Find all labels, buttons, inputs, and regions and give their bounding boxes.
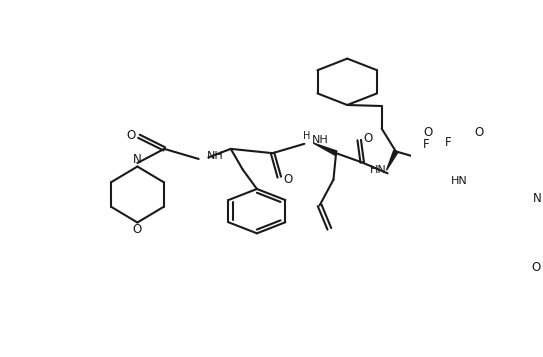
Text: O: O bbox=[474, 126, 483, 140]
Text: O: O bbox=[126, 129, 135, 141]
Text: H: H bbox=[302, 131, 310, 141]
Polygon shape bbox=[313, 143, 337, 155]
Text: O: O bbox=[531, 261, 540, 274]
Text: HN: HN bbox=[451, 176, 468, 186]
Text: O: O bbox=[283, 173, 293, 186]
Text: N: N bbox=[133, 154, 142, 166]
Text: N: N bbox=[533, 192, 542, 205]
Text: F: F bbox=[445, 136, 451, 149]
Text: F: F bbox=[423, 138, 430, 151]
Text: NH: NH bbox=[207, 151, 224, 161]
Polygon shape bbox=[387, 150, 398, 170]
Text: HN: HN bbox=[370, 165, 387, 175]
Text: O: O bbox=[424, 126, 433, 140]
Text: NH: NH bbox=[312, 135, 329, 145]
Text: O: O bbox=[133, 223, 142, 236]
Text: O: O bbox=[364, 131, 373, 145]
